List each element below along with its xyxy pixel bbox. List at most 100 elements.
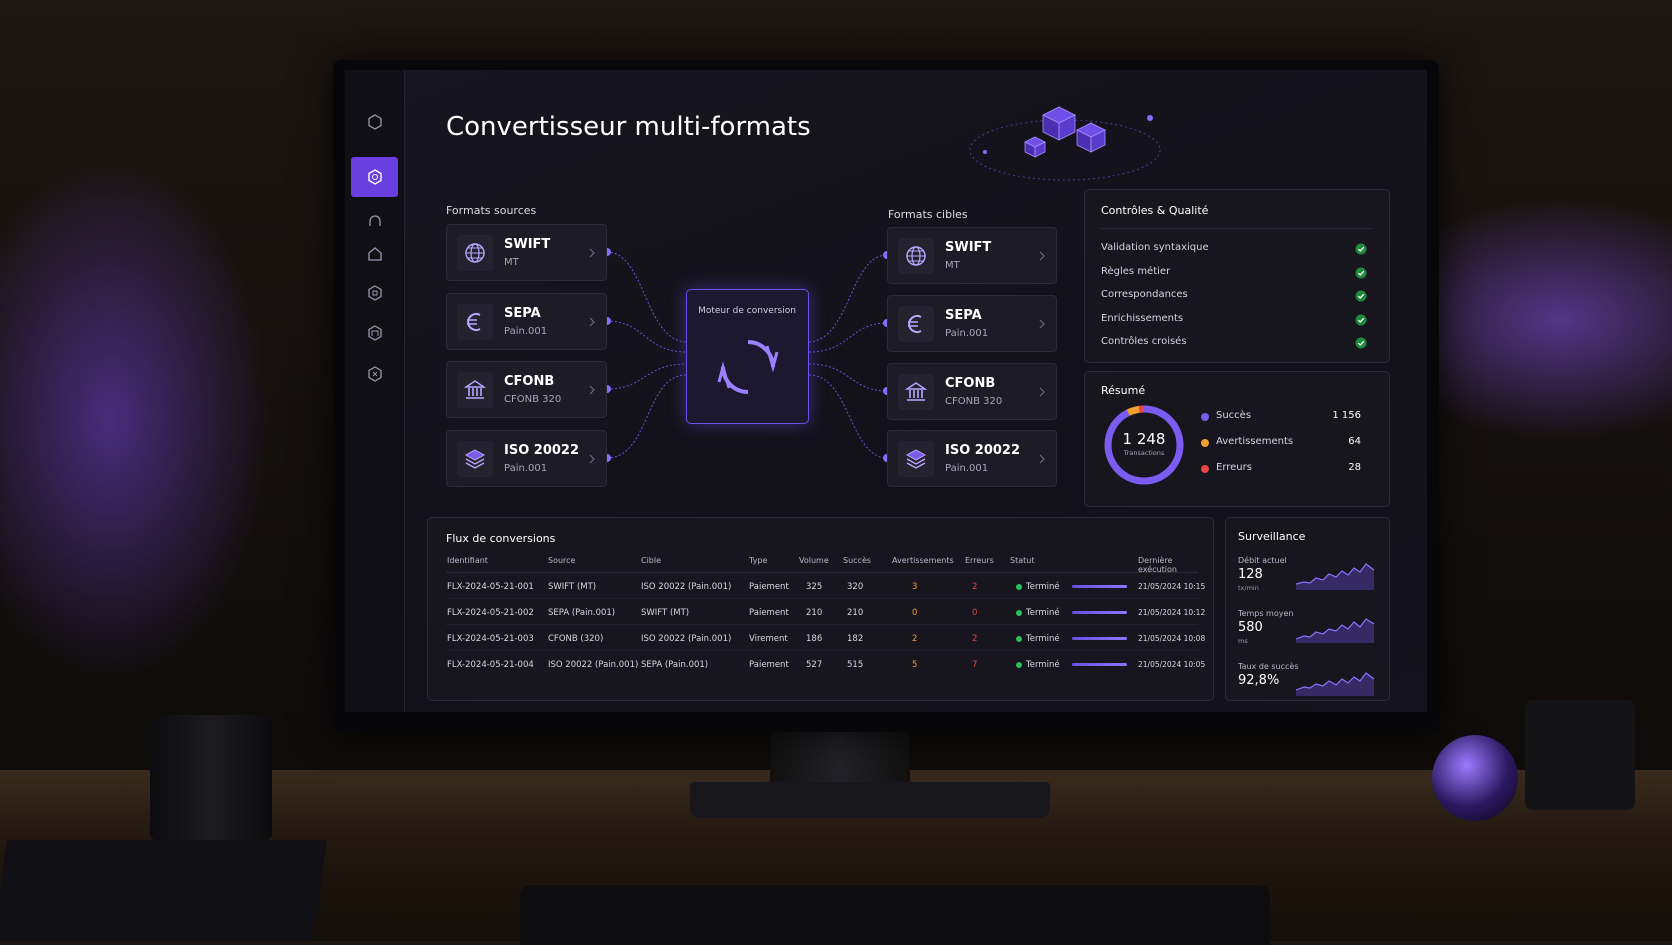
quality-item: Contrôles croisés (1101, 336, 1187, 347)
icon-box (898, 306, 934, 342)
format-card[interactable]: CFONB CFONB 320 (887, 363, 1057, 420)
icon-box (898, 238, 934, 274)
nav-button[interactable] (351, 354, 398, 394)
summary-total-label: Transactions (1123, 449, 1165, 457)
quality-item: Correspondances (1101, 289, 1188, 300)
format-card[interactable]: ISO 20022 Pain.001 (446, 430, 607, 487)
format-card[interactable]: ISO 20022 Pain.001 (887, 430, 1057, 487)
column-header: Dernière exécution (1138, 556, 1177, 574)
row-divider (446, 624, 1198, 625)
table-cell: ISO 20022 (Pain.001) (548, 660, 639, 670)
table-cell: SWIFT (MT) (548, 582, 597, 592)
format-icon (906, 246, 926, 266)
format-card[interactable]: SEPA Pain.001 (446, 293, 607, 350)
targets-title: Formats cibles (888, 208, 968, 221)
cube-illustration (969, 106, 1161, 181)
metric-value: 128 (1238, 567, 1263, 582)
chevron (1039, 319, 1045, 329)
screen: Convertisseur multi-formats Formats sour… (345, 70, 1427, 712)
cubes (1024, 106, 1106, 158)
format-card[interactable]: SWIFT MT (887, 227, 1057, 284)
orbit (969, 119, 1161, 181)
check-icon (1355, 267, 1367, 278)
table-cell: Paiement (749, 660, 789, 670)
divider (1101, 228, 1373, 229)
format-card[interactable]: SEPA Pain.001 (887, 295, 1057, 352)
table-cell: 21/05/2024 10:05 (1138, 660, 1206, 669)
format-card[interactable]: CFONB CFONB 320 (446, 361, 607, 418)
table-cell: 210 (806, 608, 823, 618)
column-header: Cible (641, 556, 662, 565)
table-cell: Terminé (1026, 660, 1060, 670)
format-sub: MT (504, 257, 519, 268)
table-cell: 320 (847, 582, 864, 592)
table-cell: 21/05/2024 10:12 (1138, 608, 1206, 617)
table-cell: Terminé (1026, 582, 1060, 592)
chevron (1039, 251, 1045, 261)
table-cell: Paiement (749, 608, 789, 618)
donut-arc (1104, 405, 1184, 485)
table-cell: Virement (749, 634, 788, 644)
icon-box (457, 372, 493, 408)
sparkline (1296, 672, 1375, 696)
column-header: Statut (1010, 556, 1035, 565)
check-icon (1355, 290, 1367, 302)
flows-panel: Flux de conversions Identifiant Source Cib… (427, 517, 1214, 701)
nav-icon (367, 247, 382, 261)
format-name: ISO 20022 (945, 443, 1021, 458)
check-icon (1355, 243, 1367, 255)
metric-unit: tx/min (1238, 584, 1259, 592)
table-cell: 21/05/2024 10:08 (1138, 634, 1206, 643)
table-cell: Paiement (749, 582, 789, 592)
chevron (589, 317, 595, 327)
format-sub: Pain.001 (945, 463, 989, 474)
format-name: CFONB (504, 374, 555, 389)
table-cell: 186 (806, 634, 823, 644)
nav-button[interactable] (351, 202, 398, 242)
row-divider (446, 650, 1198, 651)
format-sub: CFONB 320 (945, 396, 1003, 407)
column-header: Type (749, 556, 768, 565)
keyboard (520, 885, 1270, 945)
format-icon (467, 313, 481, 331)
pen-cup (150, 715, 272, 840)
status-dot (1016, 636, 1022, 642)
glass-orb (1432, 735, 1518, 821)
column-header: Erreurs (965, 556, 994, 565)
table-cell: 7 (972, 660, 978, 670)
table-cell: CFONB (320) (548, 634, 604, 644)
nav-button[interactable] (351, 313, 398, 353)
legend-name: Avertissements (1216, 436, 1294, 447)
engine-box: Moteur de conversion (686, 289, 809, 424)
table-cell: 325 (806, 582, 823, 592)
table-cell: ISO 20022 (Pain.001) (641, 582, 732, 592)
column-header: Identifiant (447, 556, 488, 565)
nav-button[interactable] (351, 102, 398, 142)
table-cell: 2 (972, 634, 978, 644)
format-name: SWIFT (504, 237, 551, 252)
monitoring-panel: Surveillance Débit actuel 128 tx/min Temps … (1225, 517, 1390, 701)
quality-panel: Contrôles & Qualité Validation syntaxiqu… (1084, 189, 1390, 363)
format-icon (905, 449, 927, 469)
format-icon (908, 315, 922, 333)
table-cell: SEPA (Pain.001) (641, 660, 709, 670)
legend-name: Succès (1216, 410, 1252, 421)
table-cell: FLX-2024-05-21-001 (447, 582, 534, 592)
column-header: Succès (843, 556, 872, 565)
divider (446, 572, 1198, 573)
format-icon (465, 243, 485, 263)
nav-button[interactable] (351, 234, 398, 274)
nav-icon (367, 285, 382, 301)
nav-button[interactable] (351, 273, 398, 313)
progress-bar (1072, 637, 1127, 640)
nav-button-active[interactable] (351, 157, 398, 197)
format-card[interactable]: SWIFT MT (446, 224, 607, 281)
table-cell: 210 (847, 608, 864, 618)
chevron (1039, 454, 1045, 464)
format-name: SEPA (504, 306, 541, 321)
legend-dot (1201, 413, 1209, 421)
column-header: Source (548, 556, 576, 565)
table-cell: Terminé (1026, 634, 1060, 644)
dot (983, 150, 987, 154)
